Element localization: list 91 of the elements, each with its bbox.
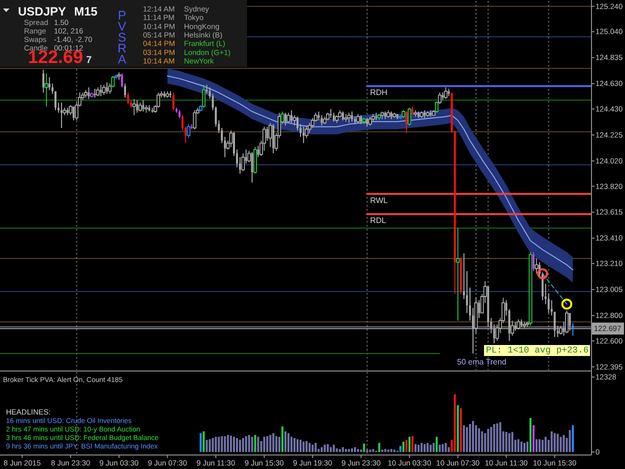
candlestick [534, 258, 538, 274]
bar [284, 431, 286, 452]
candlestick [102, 84, 106, 96]
candlestick [402, 110, 406, 118]
bar [536, 439, 538, 452]
candlestick [392, 112, 396, 118]
candlestick [253, 146, 257, 174]
candlestick [414, 110, 418, 118]
bar [338, 448, 341, 452]
candlestick [426, 111, 430, 118]
bar [517, 439, 520, 452]
bar [212, 438, 214, 452]
candlestick [304, 124, 308, 139]
candlestick [386, 110, 390, 118]
bar [568, 430, 571, 452]
candlestick [408, 107, 412, 126]
candlestick [186, 124, 190, 139]
bar [542, 440, 544, 452]
annotation: PVSRA [117, 8, 127, 66]
bar [436, 436, 438, 452]
bar [438, 444, 441, 452]
bar [538, 439, 541, 452]
chart-title: USDJPY M15 [18, 4, 98, 18]
bar [442, 444, 444, 452]
candlestick [84, 90, 88, 98]
bar [287, 433, 290, 452]
candlestick [456, 228, 460, 322]
bar [308, 442, 311, 452]
bar [384, 448, 386, 452]
candlestick [44, 73, 48, 107]
candlestick [117, 72, 121, 80]
bar [281, 426, 284, 452]
bar [511, 432, 514, 452]
candlestick [323, 116, 326, 125]
bar [390, 448, 392, 452]
bar [357, 448, 360, 452]
bar [484, 433, 486, 452]
candlestick [202, 84, 206, 108]
bar [460, 408, 462, 452]
bar [487, 428, 490, 452]
candlestick [347, 112, 351, 124]
bar [414, 444, 417, 452]
candlestick [132, 98, 136, 116]
bar [239, 440, 242, 452]
candlestick [241, 152, 245, 172]
candlestick [444, 86, 448, 100]
bar [408, 436, 410, 452]
candlestick [368, 116, 372, 126]
bar [336, 448, 338, 452]
bar [314, 442, 317, 452]
candlestick [166, 90, 170, 98]
bar [562, 434, 565, 452]
candlestick [60, 102, 63, 128]
candlestick [420, 111, 424, 118]
bar [260, 441, 262, 452]
candlestick [371, 114, 375, 122]
candlestick [380, 111, 384, 120]
candlestick [286, 112, 290, 124]
candlestick [192, 110, 196, 130]
bar [214, 436, 217, 452]
candlestick [377, 114, 381, 121]
series-label: RWL [370, 196, 388, 205]
bar [236, 438, 238, 452]
candlestick [344, 114, 348, 122]
bar [560, 436, 562, 452]
bar [208, 439, 211, 452]
bar [462, 425, 465, 452]
candlestick [90, 92, 94, 98]
candlestick [96, 86, 100, 97]
candlestick [362, 117, 366, 125]
bar [290, 436, 292, 452]
bar [432, 442, 435, 452]
bar [466, 427, 468, 452]
bar [493, 424, 496, 452]
bar [257, 436, 260, 452]
bar [312, 444, 314, 452]
candlestick [151, 108, 154, 113]
bar [490, 427, 492, 452]
candlestick [330, 108, 332, 118]
candlestick [326, 112, 330, 121]
series-label: RDH [370, 88, 388, 98]
candlestick [138, 102, 142, 112]
bar [332, 444, 335, 452]
bar [363, 443, 366, 452]
annotation: 50 ema Trend [457, 358, 506, 366]
candlestick [528, 252, 532, 326]
bar [263, 436, 266, 452]
bar [411, 436, 414, 452]
bar [232, 436, 235, 452]
series-label: RDL [370, 216, 387, 226]
candlestick [356, 114, 360, 124]
